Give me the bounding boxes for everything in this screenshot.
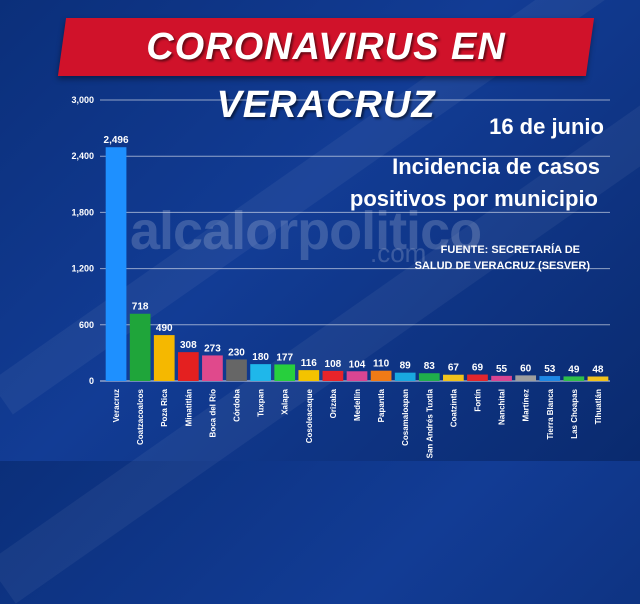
data-label: 55 — [496, 364, 508, 375]
data-label: 116 — [301, 358, 318, 369]
x-tick-label: Nanchital — [498, 389, 507, 425]
x-tick-label: Córdoba — [233, 388, 242, 421]
x-tick-label: Orizaba — [329, 388, 338, 418]
data-label: 273 — [204, 343, 221, 354]
source-line1: FUENTE: SECRETARÍA DE — [440, 244, 580, 256]
x-tick-label: Boca del Río — [208, 389, 217, 438]
x-tick-label: Tuxpan — [257, 389, 266, 417]
data-label: 180 — [252, 352, 269, 363]
data-label: 89 — [400, 361, 412, 372]
date-label: 16 de junio — [489, 114, 604, 139]
x-tick-label: Poza Rica — [160, 388, 169, 426]
x-tick-label: San Andrés Tuxtla — [425, 388, 434, 458]
infographic: CORONAVIRUS EN VERACRUZ alcalorpolitico … — [57, 18, 610, 458]
x-tick-label: Veracruz — [112, 389, 121, 422]
y-tick-label: 600 — [79, 320, 94, 330]
bar — [105, 147, 127, 381]
bar — [539, 376, 561, 381]
data-label: 69 — [472, 363, 484, 374]
bar — [418, 373, 440, 381]
page-title: CORONAVIRUS EN VERACRUZ — [146, 26, 506, 126]
watermark-text: alcalorpolitico — [130, 201, 482, 261]
x-tick-label: Las Choapas — [570, 388, 579, 438]
bar — [153, 335, 175, 381]
bar — [587, 376, 609, 381]
data-label: 53 — [544, 364, 556, 375]
x-tick-label: Coatzacoalcos — [136, 388, 145, 445]
bar — [563, 376, 585, 381]
bar — [177, 352, 199, 381]
x-tick-label: Cosamaloapan — [401, 389, 410, 446]
x-tick-label: Cosoleacaque — [305, 388, 314, 443]
source-line2: SALUD DE VERACRUZ (SESVER) — [414, 260, 590, 272]
chart-subtitle-line2: positivos por municipio — [349, 186, 598, 211]
x-tick-label: Xalapa — [281, 388, 290, 414]
data-label: 718 — [132, 302, 149, 313]
bar — [322, 370, 344, 381]
bar — [202, 355, 223, 381]
x-tick-label: Coatzintla — [449, 388, 458, 427]
x-tick-label: Medellín — [353, 389, 362, 421]
x-tick-label: Papantla — [377, 388, 386, 422]
data-label: 110 — [373, 359, 390, 370]
data-label: 2,496 — [104, 135, 129, 146]
y-tick-label: 3,000 — [71, 95, 94, 105]
chart-subtitle-line1: Incidencia de casos — [392, 154, 600, 179]
watermark-suffix: .com — [370, 238, 427, 268]
data-label: 67 — [448, 363, 460, 374]
bar-layer — [105, 147, 609, 381]
x-tick-label: Fortín — [473, 389, 482, 412]
data-label: 60 — [520, 363, 532, 374]
data-label: 490 — [156, 323, 173, 334]
data-label: 230 — [228, 347, 245, 358]
data-label: 49 — [568, 364, 580, 375]
bar — [515, 375, 537, 381]
y-tick-label: 2,400 — [71, 151, 94, 161]
bar — [443, 374, 464, 381]
data-label: 177 — [276, 352, 293, 363]
grid-layer — [100, 99, 610, 382]
y-tick-label: 1,200 — [71, 264, 94, 274]
bar — [298, 370, 320, 381]
y-tick-label: 1,800 — [71, 207, 94, 217]
label-layer: 0 600 1,200 1,800 2,400 3,000 2,496 Veracruz 718… — [71, 95, 603, 458]
bar — [274, 364, 296, 381]
y-tick-label: 0 — [89, 376, 94, 386]
x-tick-label: Minatitlán — [184, 389, 193, 426]
x-tick-label: Tierra Blanca — [546, 388, 555, 439]
x-tick-label: Tihuatlán — [594, 389, 603, 425]
x-tick-label: Martínez — [522, 389, 531, 421]
bar-chart: 0 600 1,200 1,800 2,400 3,000 2,496 Veracruz 718… — [71, 95, 610, 458]
bar — [250, 364, 271, 381]
bar — [370, 370, 392, 381]
bar — [467, 374, 488, 381]
bar — [394, 372, 416, 381]
bar — [226, 359, 247, 381]
bar — [346, 371, 368, 381]
data-label: 104 — [349, 359, 366, 370]
data-label: 108 — [325, 359, 342, 370]
data-label: 48 — [592, 365, 604, 376]
bar — [491, 375, 512, 381]
data-label: 308 — [180, 340, 197, 351]
bar — [129, 313, 151, 381]
data-label: 83 — [424, 361, 436, 372]
